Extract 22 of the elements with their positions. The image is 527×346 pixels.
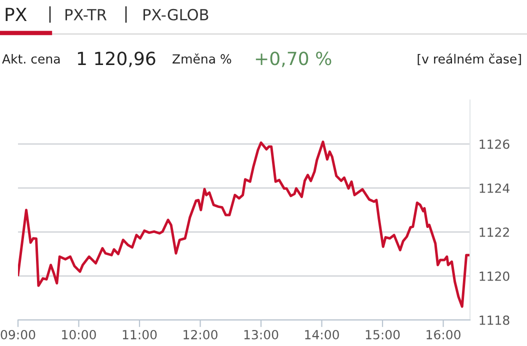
x-tick-label: 15:00 bbox=[366, 330, 400, 340]
y-tick-label: 1124 bbox=[480, 183, 510, 193]
x-tick-label: 14:00 bbox=[305, 330, 339, 340]
x-tick-label: 11:00 bbox=[122, 330, 157, 340]
x-tick-label: 13:00 bbox=[244, 330, 278, 340]
y-tick-label: 1126 bbox=[480, 139, 510, 149]
y-tick-label: 1120 bbox=[480, 271, 510, 281]
x-tick-label: 10:00 bbox=[62, 330, 96, 340]
text: [v reálném čase] bbox=[418, 53, 521, 66]
x-tick-label: 12:00 bbox=[184, 330, 218, 340]
x-tick-label: 16:00 bbox=[426, 330, 460, 340]
y-tick-label: 1122 bbox=[480, 227, 509, 237]
x-tick-label: 09:00 bbox=[0, 330, 36, 340]
text: PX-TR bbox=[66, 9, 107, 20]
y-tick-label: 1118 bbox=[480, 315, 510, 325]
line-series bbox=[18, 140, 470, 308]
text: PX bbox=[6, 8, 27, 21]
text: PX-GLOB bbox=[144, 8, 208, 20]
text: Akt. cena bbox=[2, 54, 60, 64]
text: 1 120,96 bbox=[78, 52, 156, 68]
text: Změna % bbox=[172, 53, 232, 64]
text: +0,70 % bbox=[256, 52, 332, 68]
